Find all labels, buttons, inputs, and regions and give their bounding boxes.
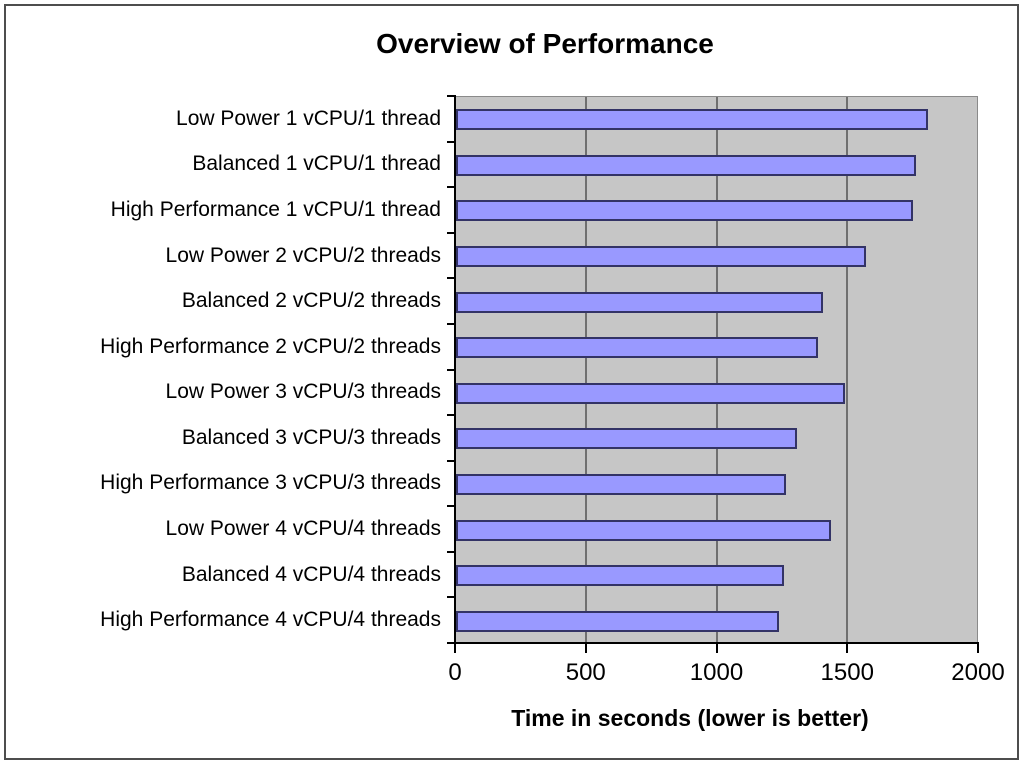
bar [456, 246, 867, 268]
bar [456, 154, 916, 176]
x-axis-tick [584, 644, 587, 653]
bar [456, 291, 824, 313]
bar-row [456, 143, 977, 189]
y-axis-tick [447, 505, 455, 508]
bar [456, 473, 786, 495]
bar-row [456, 507, 977, 553]
plot-area [455, 96, 978, 643]
bar [456, 519, 832, 541]
bar [456, 109, 928, 131]
y-axis-tick [447, 231, 455, 234]
x-axis-tick [846, 644, 849, 653]
x-axis-tick-label: 1000 [689, 659, 744, 686]
category-label: Balanced 1 vCPU/1 thread [192, 152, 441, 176]
category-label: High Performance 1 vCPU/1 thread [110, 197, 441, 221]
category-label: Balanced 4 vCPU/4 threads [181, 562, 441, 586]
bar-row [456, 462, 977, 508]
y-axis-tick [447, 596, 455, 599]
x-axis-line [454, 642, 979, 644]
x-axis-tick [977, 644, 979, 653]
x-axis-tick-label: 0 [448, 659, 462, 686]
y-axis-tick [447, 322, 455, 325]
category-label: Low Power 1 vCPU/1 thread [176, 106, 441, 130]
x-axis-tick-label: 500 [565, 659, 606, 686]
bar-row [456, 279, 977, 325]
bar [456, 382, 846, 404]
bar [456, 610, 780, 632]
bar [456, 428, 798, 450]
category-label: High Performance 2 vCPU/2 threads [100, 334, 441, 358]
bar [456, 200, 914, 222]
x-axis-title: Time in seconds (lower is better) [511, 705, 869, 731]
y-axis-tick [447, 459, 455, 462]
x-axis-tick [454, 644, 456, 653]
gridline-500 [585, 97, 588, 642]
category-label: Low Power 4 vCPU/4 threads [165, 517, 441, 541]
bar-row [456, 234, 977, 280]
y-axis-tick [447, 140, 455, 143]
bar-row [456, 553, 977, 599]
category-label: High Performance 4 vCPU/4 threads [100, 608, 441, 632]
x-axis-tick-label: 2000 [951, 659, 1005, 686]
x-axis-tick-label: 1500 [820, 659, 874, 686]
x-axis-tick [715, 644, 718, 653]
y-axis-tick [447, 550, 455, 553]
bar-row [456, 188, 977, 234]
chart-title: Overview of Performance [376, 28, 714, 59]
bar-row [456, 97, 977, 143]
y-axis-tick [447, 95, 455, 97]
y-axis-line [454, 95, 456, 644]
y-axis-tick [447, 642, 455, 644]
bar-row [456, 416, 977, 462]
gridline-1500 [845, 97, 848, 642]
bar-row [456, 598, 977, 644]
category-label: High Performance 3 vCPU/3 threads [100, 471, 441, 495]
bar [456, 337, 819, 359]
bar-row [456, 371, 977, 417]
category-label: Balanced 2 vCPU/2 threads [181, 289, 441, 313]
y-axis-tick [447, 368, 455, 371]
y-axis-tick [447, 414, 455, 417]
category-label: Low Power 3 vCPU/3 threads [165, 380, 441, 404]
y-axis-tick [447, 186, 455, 189]
bar-row [456, 325, 977, 371]
bar [456, 565, 785, 587]
category-label: Low Power 2 vCPU/2 threads [165, 243, 441, 267]
gridline-1000 [715, 97, 718, 642]
y-axis-tick [447, 277, 455, 280]
category-label: Balanced 3 vCPU/3 threads [181, 425, 441, 449]
